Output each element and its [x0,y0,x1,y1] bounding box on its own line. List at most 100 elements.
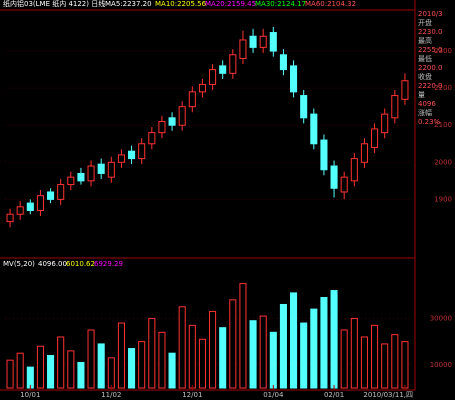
candle-body [340,176,348,193]
volume-label: MV(5,20) [3,260,35,268]
y-tick-label: 2200 [434,84,452,92]
x-tick-label: 11/02 [101,391,121,399]
y-tick-label: 2300 [434,47,452,55]
candle-body [148,132,156,145]
candle-body [229,54,237,74]
candle-body [239,39,247,59]
ma-label: MA20:2159.45 [205,0,256,8]
volume-bar [158,331,166,389]
candle-body [269,32,277,52]
candle-body [107,161,115,178]
volume-bar [36,345,44,389]
volume-bar [330,290,338,389]
candle-body [97,163,105,174]
info-text: 2230.0 [418,28,443,36]
volume-bar [67,350,75,389]
candle-body [47,191,55,200]
y-tick-label: 10000 [430,361,452,369]
volume-bar [57,336,65,389]
candle-body [401,80,409,100]
candle-body [330,165,338,189]
candle-body [381,113,389,134]
candle-body [87,165,95,182]
volume-bar [290,292,298,389]
candle-body [128,150,136,160]
volume-bar [259,315,267,389]
info-text: 2255.0 [418,46,443,54]
volume-bar [229,299,237,389]
info-text: 涨幅 [418,108,432,117]
volume-bar [97,343,105,389]
y-tick-label: 2100 [434,121,452,129]
candle-body [259,35,267,48]
volume-bar [239,283,247,389]
info-text: 收盘 [418,72,432,81]
candle-body [178,106,186,126]
ma-label: MA5:2237.20 [105,0,152,8]
candle-body [360,143,368,163]
info-text: 最低 [418,54,432,63]
ma-label: MA60:2104.32 [305,0,356,8]
volume-bar [77,361,85,389]
candle-body [279,54,287,71]
volume-bar [269,331,277,389]
x-tick-label: 02/01 [324,391,344,399]
volume-label: 4096.00 [38,260,67,268]
x-tick-label: 10/01 [20,391,40,399]
volume-bar [249,320,257,389]
candle-body [168,117,176,126]
volume-bar [47,355,55,389]
volume-bar [6,359,14,389]
info-text: 2220.0 [418,82,443,90]
candle-body [219,65,227,74]
volume-bar [138,341,146,389]
x-tick-label: 12/01 [182,391,202,399]
candle-body [350,158,358,182]
candle-body [198,83,206,93]
candle-body [77,172,85,182]
candle-body [188,91,196,108]
info-text: 4096 [418,100,436,108]
info-text: 2010/3 [418,10,443,18]
volume-label: 6929.29 [94,260,123,268]
volume-bar [107,357,115,389]
ma-label: MA30:2124.17 [255,0,306,8]
candle-body [36,195,44,212]
info-text: 0.23% [418,118,441,126]
candle-body [391,95,399,119]
info-text: 2200.0 [418,64,443,72]
candle-body [158,121,166,134]
volume-bar [209,310,217,389]
volume-bar [188,324,196,389]
info-text: 最高 [418,36,432,45]
volume-bar [300,322,308,389]
candle-body [209,69,217,85]
ma-label: MA10:2205.56 [155,0,207,8]
candle-body [290,65,298,93]
volume-bar [350,317,358,389]
candle-body [249,35,257,48]
volume-bar [87,329,95,389]
volume-bar [219,327,227,389]
candle-body [320,139,328,171]
volume-bar [198,338,206,389]
candle-body [16,206,24,215]
y-tick-label: 2000 [434,158,452,166]
volume-bar [360,336,368,389]
candle-body [117,154,125,163]
volume-bar [148,317,156,389]
volume-bar [371,324,379,389]
candle-body [57,184,65,200]
x-tick-label: 2010/03/11,四 [363,391,413,399]
candle-body [26,202,34,212]
candle-body [310,113,318,145]
volume-bar [381,343,389,389]
volume-bar [320,297,328,389]
candle-body [300,95,308,119]
candle-body [371,128,379,148]
volume-bar [340,329,348,389]
info-text: 量 [418,91,425,99]
y-tick-label: 30000 [430,314,452,322]
volume-bar [26,366,34,389]
